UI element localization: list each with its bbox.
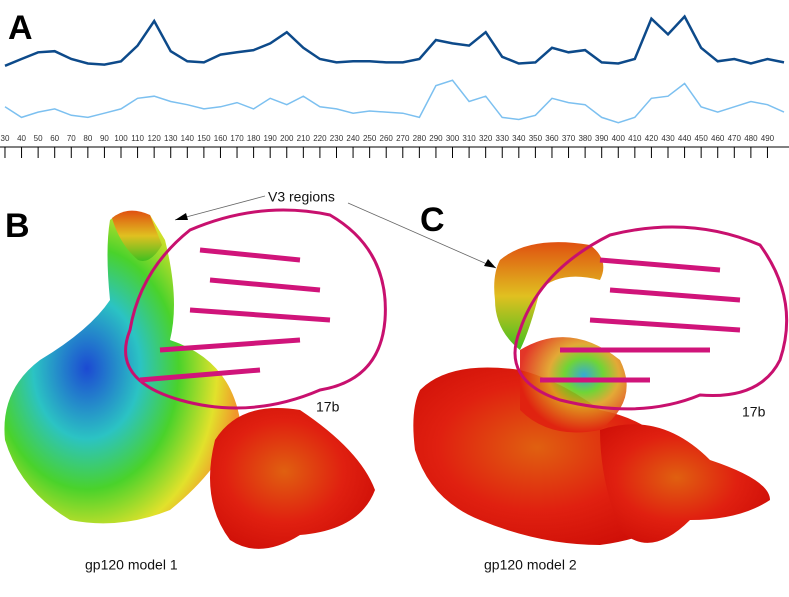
- x-tick-label: 410: [628, 134, 642, 143]
- x-tick-label: 270: [396, 134, 410, 143]
- arrow-head: [175, 213, 188, 220]
- caption: gp120 model 2: [484, 557, 577, 573]
- caption: gp120 model 1: [85, 557, 178, 573]
- x-tick-label: 140: [181, 134, 195, 143]
- x-tick-label: 80: [83, 134, 92, 143]
- x-tick-label: 330: [496, 134, 510, 143]
- x-tick-label: 460: [711, 134, 725, 143]
- x-tick-label: 200: [280, 134, 294, 143]
- x-tick-label: 190: [264, 134, 278, 143]
- profile-line: [4, 79, 785, 124]
- x-tick-label: 150: [197, 134, 211, 143]
- x-tick-label: 110: [131, 134, 144, 143]
- x-tick-label: 300: [446, 134, 460, 143]
- panel-label: C: [420, 201, 445, 239]
- x-tick-label: 420: [645, 134, 659, 143]
- x-tick-label: 160: [214, 134, 228, 143]
- x-tick-label: 430: [661, 134, 675, 143]
- x-tick-label: 490: [761, 134, 775, 143]
- x-tick-label: 90: [100, 134, 109, 143]
- x-tick-label: 340: [512, 134, 526, 143]
- x-tick-label: 70: [67, 134, 76, 143]
- x-tick-label: 480: [744, 134, 758, 143]
- x-tick-label: 290: [429, 134, 443, 143]
- x-tick-label: 400: [612, 134, 626, 143]
- profile-line: [4, 14, 785, 67]
- x-tick-label: 120: [147, 134, 161, 143]
- x-tick-label: 350: [529, 134, 543, 143]
- x-tick-label: 250: [363, 134, 377, 143]
- x-tick-label: 320: [479, 134, 493, 143]
- x-tick-label: 470: [728, 134, 742, 143]
- x-tick-label: 390: [595, 134, 609, 143]
- x-tick-label: 30: [1, 134, 10, 143]
- x-tick-label: 450: [694, 134, 708, 143]
- x-tick-label: 380: [578, 134, 592, 143]
- arrow-head: [484, 259, 496, 268]
- x-tick-label: 50: [34, 134, 43, 143]
- x-tick-label: 130: [164, 134, 178, 143]
- annotation: 17b: [742, 404, 766, 420]
- annotation: V3 regions: [268, 189, 335, 205]
- x-tick-label: 280: [413, 134, 427, 143]
- annotation: 17b: [316, 399, 340, 415]
- x-tick-label: 240: [346, 134, 360, 143]
- arrow: [174, 195, 266, 221]
- x-tick-label: 100: [114, 134, 128, 143]
- x-tick-label: 360: [545, 134, 559, 143]
- x-tick-label: 210: [297, 134, 311, 143]
- panel-label: B: [5, 207, 30, 245]
- x-tick-label: 170: [230, 134, 244, 143]
- x-tick-label: 40: [17, 134, 26, 143]
- structure-c: [413, 225, 789, 545]
- x-tick-label: 180: [247, 134, 261, 143]
- x-tick-label: 440: [678, 134, 692, 143]
- x-tick-label: 230: [330, 134, 344, 143]
- panel-label: A: [8, 9, 33, 47]
- structure-b: [4, 208, 387, 549]
- x-tick-label: 260: [380, 134, 394, 143]
- x-tick-label: 310: [462, 134, 476, 143]
- x-tick-label: 220: [313, 134, 327, 143]
- x-tick-label: 370: [562, 134, 576, 143]
- arrow: [347, 202, 497, 269]
- x-tick-label: 60: [50, 134, 59, 143]
